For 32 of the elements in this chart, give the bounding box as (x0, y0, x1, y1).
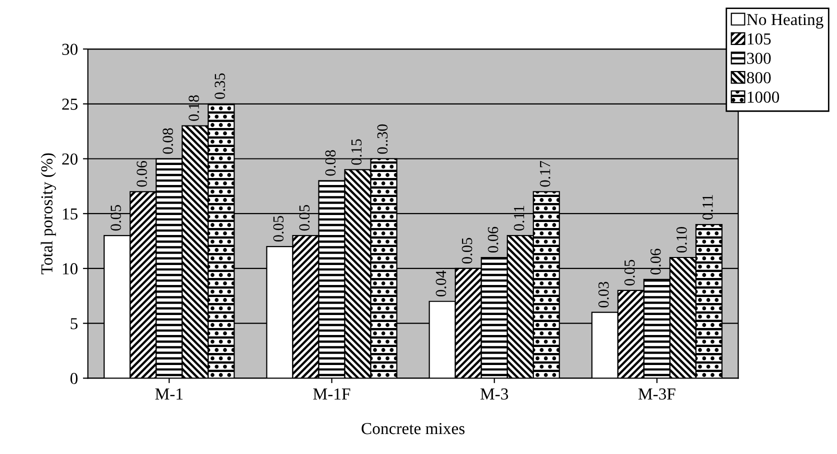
y-axis-title: Total porosity (%) (40, 153, 56, 274)
x-tick-label: M-3F (638, 388, 676, 400)
legend-label: 1000 (748, 91, 780, 103)
legend-label: 300 (747, 52, 771, 64)
y-tick-label: 20 (62, 153, 78, 165)
y-tick-label: 5 (70, 318, 78, 330)
y-tick-label: 15 (62, 208, 78, 220)
annotation: 0.10 (676, 226, 687, 253)
legend-label: No Heating (746, 14, 824, 29)
annotation: 0.06 (136, 160, 148, 187)
x-axis-title: Concrete mixes (362, 422, 465, 434)
annotation: 0.05 (273, 216, 284, 242)
annotation: 0.03 (598, 282, 609, 308)
x-tick-label: M-1F (313, 388, 350, 400)
y-tick-label: 10 (62, 263, 78, 274)
x-tick-label: M-3 (480, 388, 508, 400)
annotation: 0.11 (514, 206, 524, 231)
y-tick-label: 0 (70, 372, 78, 384)
legend-label: 800 (747, 72, 771, 84)
annotation: 0.35 (214, 73, 226, 99)
annotation: 0.08 (162, 128, 174, 154)
annotation: 0.06 (488, 226, 498, 253)
annotation: 0.15 (351, 139, 362, 165)
annotation: 0.04 (436, 270, 446, 296)
y-tick-label: 30 (62, 44, 78, 55)
x-tick-label: M-1 (155, 388, 183, 400)
annotation: 0..30 (377, 124, 388, 154)
annotation: 0.17 (540, 160, 550, 187)
y-tick-label: 25 (62, 98, 78, 110)
annotation: 0.05 (462, 238, 472, 264)
legend-label: 105 (748, 33, 771, 45)
annotation: 0.18 (188, 95, 200, 121)
